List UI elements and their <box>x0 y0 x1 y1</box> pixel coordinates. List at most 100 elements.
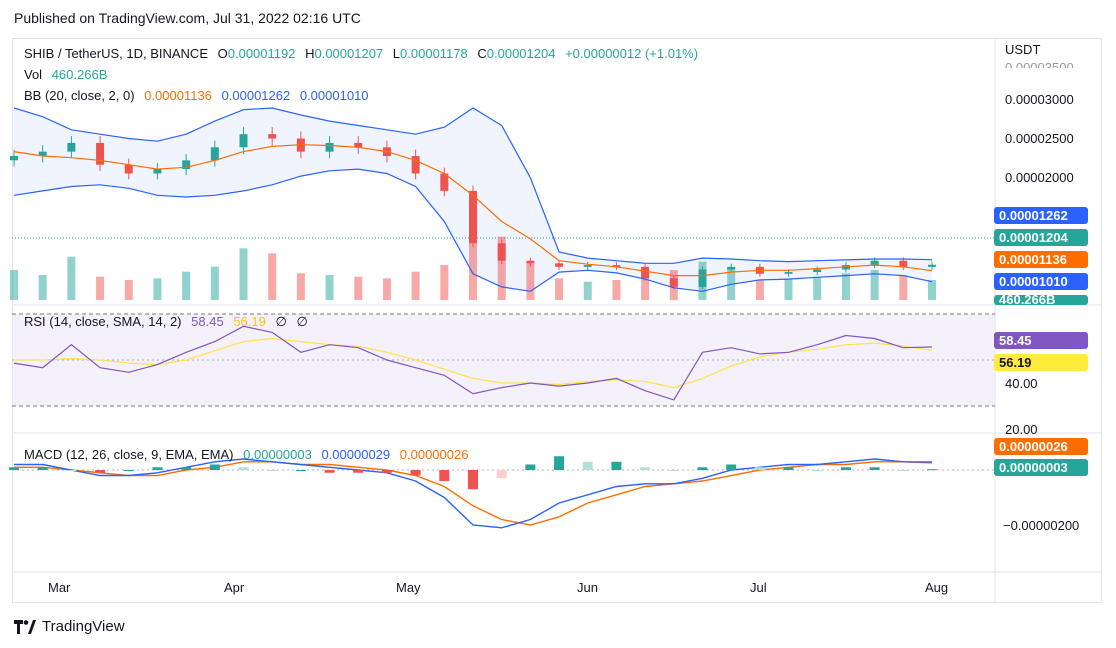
macd-legend: MACD (12, 26, close, 9, EMA, EMA) 0.0000… <box>24 447 474 462</box>
bb-lower-value: 0.00001010 <box>299 88 369 103</box>
candle-body <box>124 164 133 174</box>
month-label: May <box>396 580 421 595</box>
rsi-sma-line <box>14 337 933 389</box>
symbol-label[interactable]: SHIB / TetherUS, 1D, BINANCE <box>24 46 208 61</box>
axis-label-rsi: 40.00 <box>1005 376 1038 391</box>
macd-histogram-bar <box>152 467 163 470</box>
macd-signal-value: 0.00000026 <box>399 447 469 462</box>
candle-body <box>497 243 506 261</box>
macd-histogram-bar <box>95 470 106 473</box>
bb-legend: BB (20, close, 2, 0) 0.00001136 0.000012… <box>24 88 375 103</box>
candle-body <box>469 190 477 244</box>
candle-body <box>669 278 678 287</box>
axis-label-partial: 0.00003500 <box>1005 60 1074 68</box>
candle-body <box>153 169 162 174</box>
volume-bar <box>382 278 391 300</box>
axis-label-rsi: 20.00 <box>1005 422 1038 437</box>
macd-histogram-bar <box>840 467 851 470</box>
currency-label[interactable]: USDT <box>1005 42 1041 57</box>
candle-body <box>325 142 334 152</box>
candle-body <box>268 134 277 139</box>
candle-body <box>411 156 420 174</box>
candle-body <box>239 134 248 148</box>
month-label: Jul <box>750 580 767 595</box>
tradingview-brand: TradingView <box>42 618 125 635</box>
tradingview-logo-icon <box>14 619 36 634</box>
high-label: H <box>305 46 315 61</box>
macd-histogram-bar <box>582 461 593 470</box>
macd-histogram-bar <box>927 469 937 471</box>
macd-histogram-bar <box>439 470 450 481</box>
candle-body <box>440 173 449 191</box>
published-header: Published on TradingView.com, Jul 31, 20… <box>14 10 361 26</box>
candle-body <box>38 151 47 156</box>
volume-bar <box>325 275 334 300</box>
volume-bar <box>928 280 936 300</box>
month-label: Mar <box>48 580 71 595</box>
low-value: 0.00001178 <box>400 46 468 61</box>
tag-close: 0.00001204 <box>994 229 1088 246</box>
tag-rsi: 58.45 <box>994 332 1088 349</box>
volume-bar <box>124 280 133 300</box>
volume-bar <box>555 278 564 300</box>
macd-line <box>14 458 933 529</box>
month-label: Jun <box>577 580 598 595</box>
macd-histogram-bar <box>324 470 335 473</box>
rsi-sma-value: 56.19 <box>233 314 266 329</box>
candle-body <box>583 265 592 267</box>
tag-macd-signal: 0.00000026 <box>994 438 1088 455</box>
macd-histogram-bar <box>295 470 306 471</box>
volume-label[interactable]: Vol <box>24 67 43 82</box>
bb-label[interactable]: BB (20, close, 2, 0) <box>24 88 135 103</box>
month-label: Apr <box>224 580 245 595</box>
tag-bb-basis: 0.00001136 <box>994 251 1088 268</box>
macd-histogram-bar <box>869 467 880 470</box>
candle-body <box>67 142 76 152</box>
rsi-na2: ∅ <box>296 314 308 329</box>
volume-bar <box>469 230 477 300</box>
axis-label-price: 0.00002000 <box>1005 170 1074 185</box>
macd-histogram-bar <box>726 464 737 470</box>
volume-bar <box>38 275 47 300</box>
axis-label-macd: −0.00000200 <box>1003 518 1080 533</box>
candle-body <box>182 160 191 170</box>
bb-basis-line <box>13 144 933 277</box>
volume-bar <box>10 270 18 300</box>
volume-bar <box>784 278 793 300</box>
macd-histogram-bar <box>496 470 507 479</box>
rsi-na1: ∅ <box>275 314 287 329</box>
tag-bb-lower: 0.00001010 <box>994 273 1088 290</box>
macd-histogram-bar <box>238 467 249 470</box>
candle-body <box>928 264 936 267</box>
candle-body <box>612 265 621 267</box>
macd-histogram-bar <box>611 461 622 470</box>
macd-histogram-bar <box>754 467 765 470</box>
candle-body <box>727 266 736 270</box>
candle-body <box>698 269 707 287</box>
volume-bar <box>296 273 305 300</box>
volume-legend: Vol 460.266B <box>24 67 113 82</box>
volume-bar <box>268 253 277 300</box>
close-value: 0.00001204 <box>486 46 556 61</box>
bb-upper-line <box>13 107 933 264</box>
tag-rsi-sma: 56.19 <box>994 354 1088 371</box>
macd-histogram-bar <box>381 470 392 473</box>
volume-bar <box>899 275 908 300</box>
macd-histogram-bar <box>410 470 421 476</box>
volume-bar <box>96 276 105 300</box>
tradingview-logo[interactable]: TradingView <box>14 618 125 635</box>
axis-label-price: 0.00002500 <box>1005 131 1074 146</box>
macd-histogram-bar <box>66 470 77 471</box>
macd-histogram-bar <box>898 470 909 471</box>
volume-bar <box>153 278 162 300</box>
macd-hist-value: 0.00000003 <box>243 447 312 462</box>
candle-body <box>555 263 564 267</box>
candle-body <box>870 260 879 266</box>
volume-bar <box>411 271 420 300</box>
volume-bar <box>641 275 650 300</box>
rsi-label[interactable]: RSI (14, close, SMA, 14, 2) <box>24 314 182 329</box>
candle-body <box>210 147 219 161</box>
macd-histogram-bar <box>9 467 19 470</box>
macd-label[interactable]: MACD (12, 26, close, 9, EMA, EMA) <box>24 447 234 462</box>
